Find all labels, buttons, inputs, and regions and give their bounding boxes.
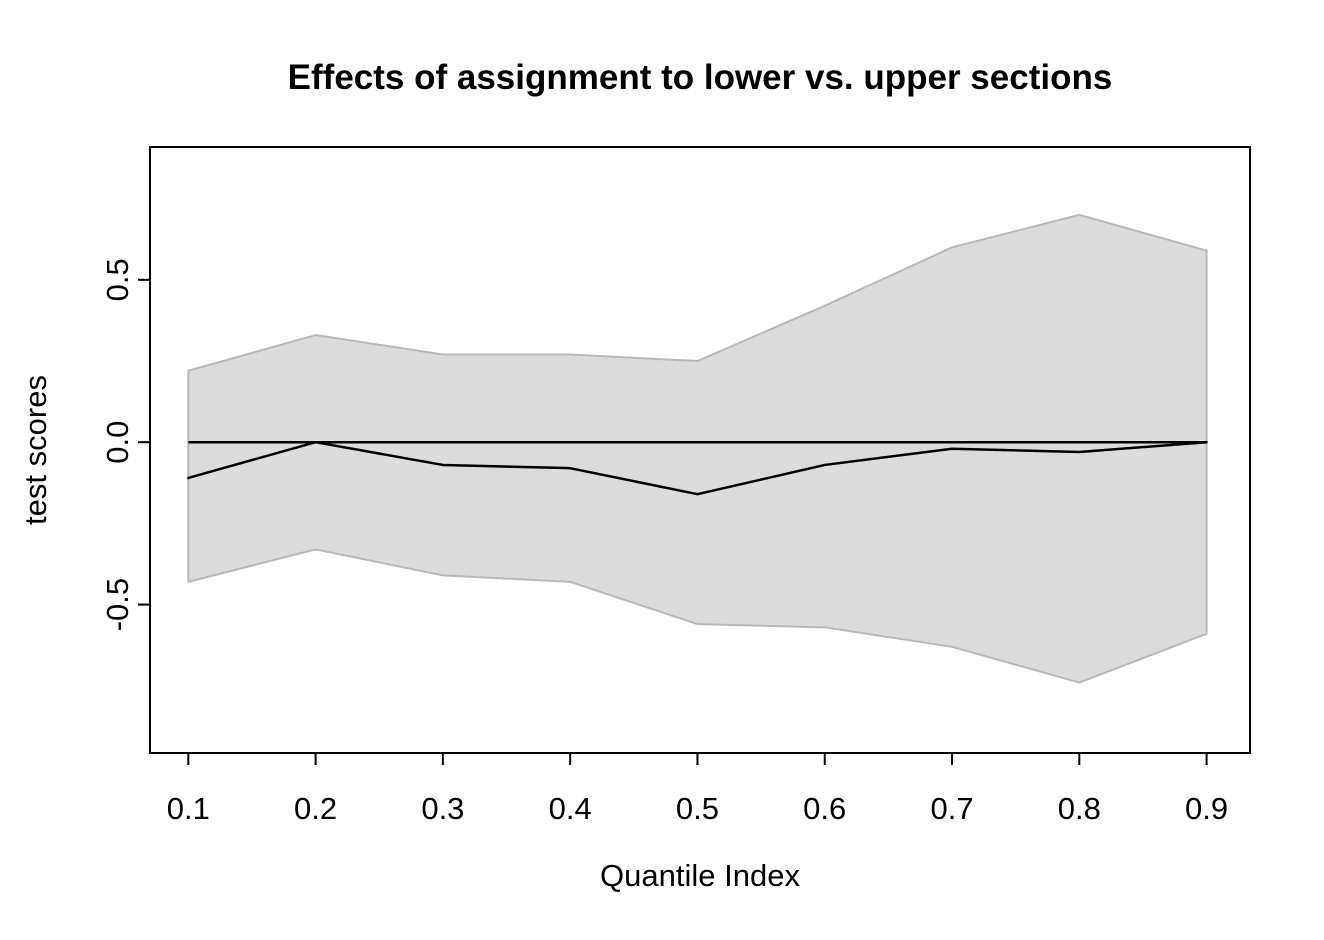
x-tick-label: 0.6 [803, 791, 846, 826]
x-tick-label: 0.3 [421, 791, 464, 826]
x-tick-label: 0.1 [167, 791, 210, 826]
x-tick-label: 0.9 [1185, 791, 1228, 826]
x-tick-label: 0.7 [930, 791, 973, 826]
estimate-line [187, 440, 1208, 496]
y-tick-label: 0.0 [100, 421, 135, 464]
chart-title: Effects of assignment to lower vs. upper… [288, 58, 1113, 97]
x-tick-label: 0.4 [549, 791, 592, 826]
y-axis-label: test scores [18, 375, 53, 525]
y-axis-ticks: -0.5 0.0 0.5 [100, 258, 150, 631]
y-tick-label: -0.5 [100, 578, 135, 631]
confidence-band-layer [187, 213, 1208, 684]
y-tick-label: 0.5 [100, 258, 135, 301]
plot-box [149, 146, 1251, 754]
x-axis-label: Quantile Index [600, 858, 800, 893]
confidence-band [187, 213, 1208, 684]
x-tick-label: 0.8 [1058, 791, 1101, 826]
x-tick-label: 0.5 [676, 791, 719, 826]
x-axis-ticks: 0.1 0.2 0.3 0.4 0.5 0.6 0.7 0.8 0.9 [167, 753, 1228, 826]
x-tick-label: 0.2 [294, 791, 337, 826]
